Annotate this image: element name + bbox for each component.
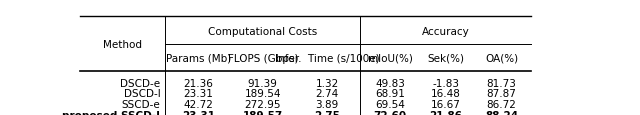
Text: 69.54: 69.54	[375, 99, 405, 109]
Text: Sek(%): Sek(%)	[428, 53, 464, 63]
Text: 91.39: 91.39	[248, 78, 278, 88]
Text: 1.32: 1.32	[316, 78, 339, 88]
Text: Params (Mb): Params (Mb)	[166, 53, 231, 63]
Text: 189.57: 189.57	[243, 110, 283, 115]
Text: Computational Costs: Computational Costs	[208, 27, 317, 36]
Text: 21.86: 21.86	[429, 110, 462, 115]
Text: Accuracy: Accuracy	[422, 27, 470, 36]
Text: 86.72: 86.72	[486, 99, 516, 109]
Text: 189.54: 189.54	[244, 89, 281, 98]
Text: 16.48: 16.48	[431, 89, 461, 98]
Text: DSCD-l: DSCD-l	[124, 89, 161, 98]
Text: 272.95: 272.95	[244, 99, 281, 109]
Text: mIoU(%): mIoU(%)	[367, 53, 412, 63]
Text: SSCD-e: SSCD-e	[122, 99, 161, 109]
Text: 49.83: 49.83	[375, 78, 405, 88]
Text: 2.74: 2.74	[316, 89, 339, 98]
Text: Infer.  Time (s/100e): Infer. Time (s/100e)	[275, 53, 380, 63]
Text: 87.87: 87.87	[486, 89, 516, 98]
Text: 2.75: 2.75	[314, 110, 340, 115]
Text: 81.73: 81.73	[486, 78, 516, 88]
Text: proposed SSCD-l: proposed SSCD-l	[63, 110, 161, 115]
Text: DSCD-e: DSCD-e	[120, 78, 161, 88]
Text: 68.91: 68.91	[375, 89, 405, 98]
Text: 3.89: 3.89	[316, 99, 339, 109]
Text: 88.24: 88.24	[485, 110, 518, 115]
Text: 72.60: 72.60	[373, 110, 406, 115]
Text: FLOPS (Gbps): FLOPS (Gbps)	[228, 53, 298, 63]
Text: 16.67: 16.67	[431, 99, 461, 109]
Text: OA(%): OA(%)	[485, 53, 518, 63]
Text: 23.31: 23.31	[182, 110, 215, 115]
Text: -1.83: -1.83	[432, 78, 460, 88]
Text: 21.36: 21.36	[183, 78, 213, 88]
Text: 23.31: 23.31	[183, 89, 213, 98]
Text: Method: Method	[103, 40, 142, 50]
Text: 42.72: 42.72	[183, 99, 213, 109]
